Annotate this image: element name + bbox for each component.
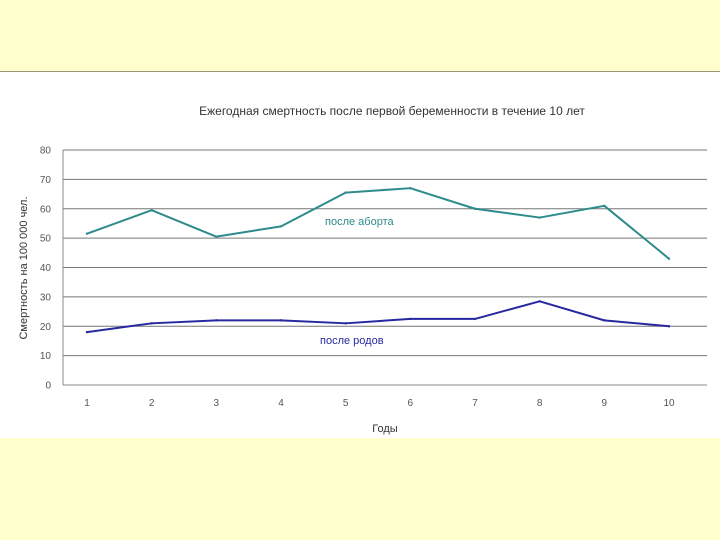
data-point <box>473 207 477 210</box>
data-point <box>344 322 347 325</box>
data-point <box>85 330 89 334</box>
data-point <box>603 319 606 322</box>
data-point <box>279 319 283 322</box>
data-point <box>215 235 218 238</box>
x-tick-label: 7 <box>472 398 478 409</box>
y-tick-label: 40 <box>40 263 52 274</box>
x-tick-label: 6 <box>408 398 414 409</box>
y-axis-ticks: 0 10 20 30 40 50 60 70 80 <box>40 146 52 392</box>
y-tick-label: 70 <box>40 175 52 186</box>
data-point <box>409 317 412 321</box>
data-point <box>473 317 477 321</box>
series-line-0 <box>86 187 670 260</box>
x-tick-label: 5 <box>343 398 349 409</box>
data-point <box>538 300 541 303</box>
series-label-after-abortion: после аборта <box>325 216 394 228</box>
data-point <box>215 319 218 322</box>
data-point <box>279 225 283 228</box>
x-tick-label: 8 <box>537 398 543 409</box>
y-axis-label: Смертность на 100 000 чел. <box>18 196 30 339</box>
slide-header-divider <box>0 71 720 72</box>
x-axis-label: Годы <box>372 423 398 435</box>
y-tick-label: 30 <box>40 292 52 303</box>
data-point <box>538 216 541 219</box>
data-point <box>667 325 671 328</box>
x-tick-label: 4 <box>278 398 284 409</box>
x-tick-label: 3 <box>214 398 220 409</box>
data-point <box>667 257 671 260</box>
data-point <box>409 186 412 190</box>
x-tick-label: 1 <box>84 398 90 409</box>
y-tick-label: 20 <box>40 322 52 333</box>
y-tick-label: 80 <box>40 146 52 157</box>
data-point <box>603 204 606 208</box>
series-label-after-birth: после родов <box>320 335 384 347</box>
x-tick-label: 2 <box>149 398 155 409</box>
chart-series <box>85 186 671 334</box>
data-point <box>150 209 153 212</box>
y-tick-label: 0 <box>45 381 51 392</box>
x-tick-label: 10 <box>663 398 675 409</box>
x-axis-ticks: 1 2 3 4 5 6 7 8 9 10 <box>84 398 675 409</box>
x-tick-label: 9 <box>602 398 608 409</box>
data-point <box>150 322 153 325</box>
y-tick-label: 50 <box>40 234 52 245</box>
series-line-1 <box>86 300 670 334</box>
y-tick-label: 60 <box>40 204 52 215</box>
y-tick-label: 10 <box>40 351 52 362</box>
chart-title: Ежегодная смертность после первой береме… <box>199 104 585 118</box>
chart-panel <box>0 72 720 438</box>
chart-grid <box>63 149 707 357</box>
data-point <box>85 232 89 235</box>
data-point <box>344 191 347 194</box>
